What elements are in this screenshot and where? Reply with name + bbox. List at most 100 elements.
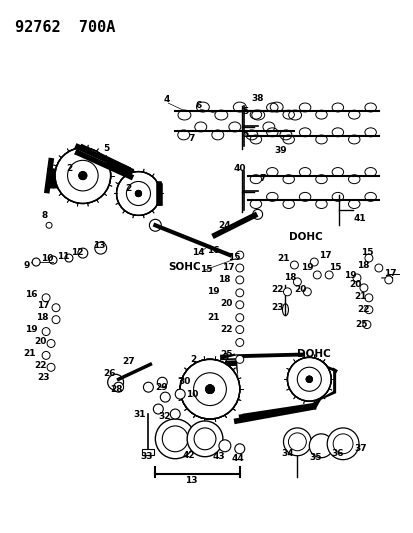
Circle shape [325, 271, 332, 279]
Circle shape [153, 404, 163, 414]
Text: 29: 29 [155, 383, 168, 392]
Text: 17: 17 [318, 251, 331, 260]
Circle shape [252, 209, 262, 219]
Text: 13: 13 [185, 476, 197, 485]
Text: 20: 20 [348, 280, 361, 289]
Circle shape [235, 251, 243, 259]
Text: 21: 21 [23, 349, 36, 358]
Circle shape [235, 326, 243, 334]
Circle shape [180, 359, 239, 419]
Circle shape [235, 276, 243, 284]
Circle shape [160, 392, 170, 402]
Text: 33: 33 [140, 452, 152, 461]
Text: 20: 20 [34, 337, 46, 346]
Circle shape [175, 389, 185, 399]
Text: 27: 27 [122, 357, 135, 366]
Circle shape [52, 304, 60, 312]
Text: 16: 16 [25, 290, 38, 300]
Text: 5: 5 [241, 107, 247, 116]
Text: 2: 2 [190, 355, 196, 364]
Circle shape [352, 274, 360, 282]
Text: 21: 21 [206, 313, 219, 322]
Circle shape [32, 258, 40, 266]
Circle shape [283, 288, 291, 296]
Text: 4: 4 [163, 95, 169, 103]
Circle shape [187, 421, 222, 457]
Text: 35: 35 [309, 453, 321, 462]
Text: 8: 8 [41, 211, 47, 220]
Circle shape [42, 351, 50, 359]
Text: 25: 25 [219, 350, 232, 359]
Circle shape [309, 434, 332, 458]
Text: 17: 17 [221, 263, 234, 272]
Text: 22: 22 [356, 305, 368, 314]
Text: 22: 22 [271, 285, 283, 294]
Text: 15: 15 [199, 265, 212, 274]
Text: 18: 18 [284, 273, 296, 282]
Circle shape [364, 294, 372, 302]
Text: 7: 7 [188, 134, 194, 143]
Circle shape [359, 284, 367, 292]
Circle shape [234, 444, 244, 454]
Circle shape [305, 376, 312, 383]
Circle shape [235, 356, 243, 364]
Circle shape [180, 359, 239, 419]
Circle shape [305, 376, 312, 383]
Text: 19: 19 [25, 325, 38, 334]
Text: 30: 30 [178, 377, 190, 386]
Text: 18: 18 [217, 276, 230, 285]
Circle shape [235, 301, 243, 309]
Text: 19: 19 [206, 287, 219, 296]
Text: 18: 18 [36, 313, 49, 322]
Circle shape [135, 190, 141, 197]
Circle shape [205, 385, 214, 394]
Text: 13: 13 [93, 240, 105, 249]
Circle shape [52, 316, 60, 324]
Text: 15: 15 [360, 248, 373, 256]
Text: 40: 40 [233, 164, 246, 173]
Text: 22: 22 [34, 361, 47, 370]
Circle shape [157, 377, 167, 387]
Text: 31: 31 [133, 409, 146, 418]
Circle shape [235, 289, 243, 297]
Text: 28: 28 [110, 385, 123, 394]
Circle shape [293, 278, 301, 286]
Circle shape [384, 276, 392, 284]
Text: 5: 5 [103, 144, 110, 154]
Polygon shape [223, 356, 332, 414]
Text: 3: 3 [73, 148, 79, 157]
Circle shape [78, 172, 87, 180]
Text: 19: 19 [343, 271, 356, 280]
Circle shape [42, 328, 50, 336]
Circle shape [362, 321, 370, 328]
Text: 42: 42 [182, 451, 195, 460]
Text: 38: 38 [251, 94, 263, 103]
Circle shape [107, 374, 123, 390]
Text: 6: 6 [195, 101, 201, 110]
Circle shape [303, 288, 311, 296]
Circle shape [235, 338, 243, 346]
Circle shape [65, 254, 73, 262]
Text: 32: 32 [158, 413, 171, 422]
Text: 22: 22 [219, 325, 232, 334]
Circle shape [143, 382, 153, 392]
Circle shape [46, 222, 52, 228]
Text: 10: 10 [41, 254, 53, 263]
Circle shape [326, 428, 358, 459]
Circle shape [218, 440, 230, 452]
Circle shape [42, 294, 50, 302]
Text: 44: 44 [231, 454, 244, 463]
Text: 23: 23 [271, 303, 283, 312]
Text: 39: 39 [274, 146, 287, 155]
Text: 21: 21 [277, 254, 290, 263]
Text: 2: 2 [66, 164, 72, 173]
Circle shape [170, 409, 180, 419]
Text: 17: 17 [37, 301, 50, 310]
Text: 24: 24 [217, 221, 230, 230]
Text: 9: 9 [23, 261, 30, 270]
Text: DOHC: DOHC [297, 350, 330, 359]
Text: 15: 15 [227, 253, 240, 262]
Text: 14: 14 [192, 248, 204, 256]
Text: 11: 11 [57, 252, 69, 261]
Circle shape [283, 428, 311, 456]
